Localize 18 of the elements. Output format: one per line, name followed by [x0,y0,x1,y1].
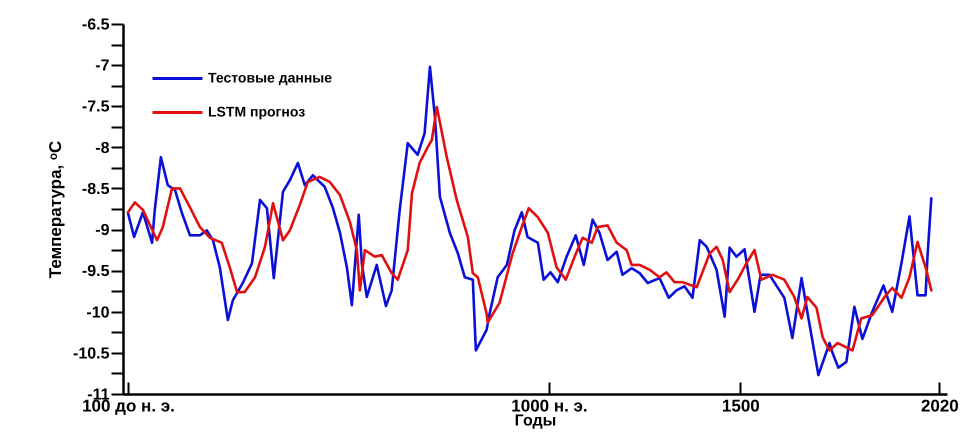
y-axis-title: Температура, ᵒC [46,140,66,278]
y-tick-label: -7 [95,58,110,75]
x-tick-label: 1000 н. э. [511,396,588,416]
y-tick-label: -10.5 [73,345,110,362]
legend-label: LSTM прогноз [208,104,306,120]
line-series [126,65,933,376]
x-axis-title: Годы [514,412,556,430]
y-tick-label: -7.5 [82,98,110,116]
x-tick-label: 2020 [920,396,959,416]
y-tick-label: -9 [95,222,110,240]
y-tick-label: -8 [95,140,110,157]
y-tick-label: -9.5 [82,263,110,280]
y-tick-label: -6.5 [82,16,110,34]
y-tick-label: -10 [86,304,110,322]
line-series [126,106,933,352]
y-tick-label: -8.5 [82,180,110,198]
x-tick-label: 1500 [722,396,760,416]
legend-label: Тестовые данные [208,70,332,86]
